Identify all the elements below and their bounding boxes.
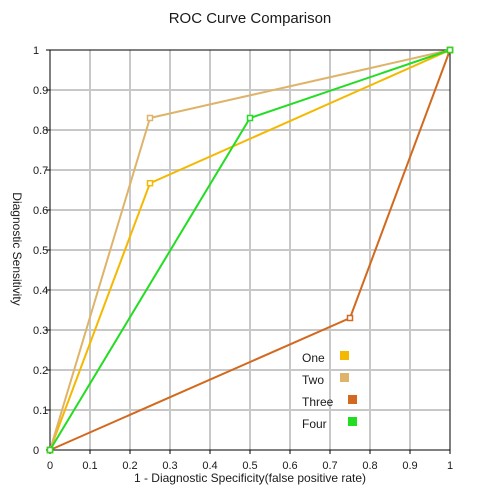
legend-swatch-two xyxy=(340,373,349,382)
y-tick-label: 0.8 xyxy=(33,125,48,137)
legend-label-one: One xyxy=(302,351,325,365)
x-tick-label: 0 xyxy=(47,460,53,472)
series-point-two xyxy=(146,114,154,122)
series-point-one xyxy=(146,179,154,187)
series-lines xyxy=(46,46,454,454)
y-tick-label: 0.5 xyxy=(33,245,48,257)
chart-title: ROC Curve Comparison xyxy=(168,10,332,27)
x-tick-label: 0.6 xyxy=(282,460,297,472)
axis-ticks: 0 0.1 0.2 0.3 0.4 0.5 0.6 0.7 0.8 0.9 1 0 0.1 0.2 0.3 0… xyxy=(33,45,453,472)
series-point-three xyxy=(346,314,354,322)
legend-swatch-three xyxy=(348,395,357,404)
x-tick-label: 0.8 xyxy=(362,460,377,472)
series-point-four xyxy=(46,446,54,454)
x-tick-label: 0.4 xyxy=(202,460,217,472)
grid xyxy=(50,50,450,450)
legend-label-three: Three xyxy=(302,395,334,409)
legend-label-two: Two xyxy=(302,373,324,387)
legend-label-four: Four xyxy=(302,417,327,431)
series-point-four xyxy=(446,46,454,54)
y-tick-label: 1 xyxy=(33,45,39,57)
series-point-four xyxy=(246,114,254,122)
y-tick-label: 0.9 xyxy=(33,85,48,97)
y-tick-label: 0 xyxy=(33,445,39,457)
y-tick-label: 0.2 xyxy=(33,365,48,377)
legend-swatch-one xyxy=(340,351,349,360)
x-tick-label: 0.7 xyxy=(322,460,337,472)
legend: One Two Three Four xyxy=(302,351,357,431)
y-tick-label: 0.1 xyxy=(33,405,48,417)
x-tick-label: 0.9 xyxy=(402,460,417,472)
x-tick-label: 0.5 xyxy=(242,460,257,472)
y-tick-label: 0.4 xyxy=(33,285,48,297)
x-tick-label: 0.3 xyxy=(162,460,177,472)
y-tick-label: 0.6 xyxy=(33,205,48,217)
x-axis-label: 1 - Diagnostic Specificity(false positiv… xyxy=(133,471,367,485)
y-tick-label: 0.7 xyxy=(33,165,48,177)
legend-swatch-four xyxy=(348,417,357,426)
x-tick-label: 1 xyxy=(447,460,453,472)
y-tick-label: 0.3 xyxy=(33,325,48,337)
x-tick-label: 0.2 xyxy=(122,460,137,472)
x-tick-label: 0.1 xyxy=(82,460,97,472)
